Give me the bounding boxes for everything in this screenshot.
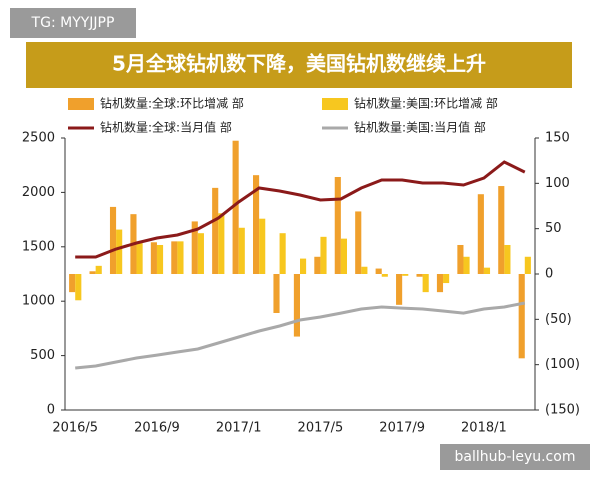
legend-label: 钻机数量:美国:当月值 部	[354, 120, 486, 135]
bar	[279, 233, 286, 274]
bar	[69, 274, 76, 293]
bar	[483, 267, 491, 274]
y2-tick-label: 0	[545, 267, 553, 282]
bar	[498, 186, 505, 274]
x-tick-label: 2018/1	[461, 421, 507, 436]
bar	[518, 274, 525, 359]
bar	[293, 274, 300, 337]
y-tick-label: 0	[47, 403, 55, 418]
bar	[116, 229, 123, 274]
y-tick-label: 2500	[22, 131, 55, 146]
x-tick-label: 2016/5	[52, 421, 98, 436]
y-tick-label: 1000	[22, 294, 55, 309]
y2-tick-label: 50	[545, 221, 562, 236]
y-tick-label: 1500	[22, 239, 55, 254]
bar	[75, 274, 82, 301]
bar	[436, 274, 444, 293]
y2-tick-label: 100	[545, 176, 570, 191]
bar	[197, 233, 204, 274]
y2-tick-label: 150	[545, 131, 570, 146]
bar	[136, 243, 143, 274]
x-tick-label: 2017/1	[216, 421, 262, 436]
bar	[177, 241, 184, 274]
line	[75, 301, 526, 370]
bar	[402, 274, 409, 276]
bar	[334, 176, 341, 274]
bar	[340, 238, 347, 274]
bar	[253, 175, 260, 274]
bar	[361, 266, 368, 274]
bar	[238, 227, 245, 274]
watermark: TG: MYYJJPP	[31, 15, 115, 31]
bar	[463, 256, 470, 274]
bar	[171, 241, 178, 274]
bar	[314, 256, 321, 274]
legend-swatch	[322, 98, 348, 110]
bar	[95, 265, 102, 274]
y2-tick-label: (150)	[545, 403, 580, 418]
y2-tick-label: (50)	[545, 312, 572, 327]
line	[75, 160, 526, 259]
y-tick-label: 2000	[22, 185, 55, 200]
bar	[89, 271, 96, 274]
bar	[232, 140, 239, 274]
legend-label: 钻机数量:全球:当月值 部	[100, 120, 232, 135]
bar	[273, 274, 280, 313]
bar	[381, 274, 388, 277]
bar	[477, 194, 484, 274]
legend-label: 钻机数量:全球:环比增减 部	[100, 96, 244, 111]
x-tick-label: 2017/9	[379, 421, 425, 436]
legend-label: 钻机数量:美国:环比增减 部	[354, 96, 498, 111]
bar	[524, 256, 531, 274]
x-tick-label: 2017/5	[298, 421, 344, 436]
y-tick-label: 500	[30, 348, 55, 363]
chart-title: 5月全球钻机数下降，美国钻机数继续上升	[112, 52, 486, 76]
watermark-box	[10, 8, 136, 38]
watermark-box	[440, 444, 590, 470]
bar	[320, 236, 327, 274]
bar	[109, 206, 117, 274]
bar	[504, 244, 511, 274]
bar	[396, 274, 403, 305]
bar	[218, 213, 225, 274]
bar	[355, 211, 362, 274]
bar	[191, 221, 198, 274]
bar	[259, 218, 266, 274]
bar	[212, 187, 219, 274]
bar	[416, 274, 423, 277]
watermark: ballhub-leyu.com	[455, 449, 576, 465]
bar	[443, 274, 450, 284]
bar	[375, 268, 382, 274]
x-tick-label: 2016/9	[134, 421, 180, 436]
bar	[300, 258, 307, 274]
bar	[457, 244, 464, 274]
y2-tick-label: (100)	[545, 357, 580, 372]
legend-swatch	[68, 98, 94, 110]
bar	[156, 244, 164, 274]
bar	[422, 274, 429, 293]
title-banner	[26, 42, 572, 88]
bar	[150, 242, 157, 274]
